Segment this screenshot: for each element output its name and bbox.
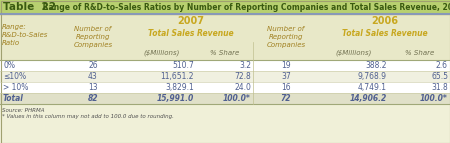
Text: 3.2: 3.2 (239, 61, 251, 70)
Text: * Values in this column may not add to 100.0 due to rounding.: * Values in this column may not add to 1… (2, 114, 174, 119)
Text: 11,651.2: 11,651.2 (161, 72, 194, 81)
Text: 19: 19 (281, 61, 291, 70)
Text: Source: PHRMA: Source: PHRMA (2, 108, 45, 113)
Text: 3,829.1: 3,829.1 (165, 83, 194, 92)
Text: 65.5: 65.5 (431, 72, 448, 81)
Text: Table  22: Table 22 (3, 2, 56, 12)
Text: 14,906.2: 14,906.2 (350, 94, 387, 103)
Text: 31.8: 31.8 (431, 83, 448, 92)
Text: 72: 72 (281, 94, 291, 103)
Text: % Share: % Share (405, 50, 434, 56)
Text: 26: 26 (88, 61, 98, 70)
Text: 16: 16 (281, 83, 291, 92)
Text: 13: 13 (88, 83, 98, 92)
Text: 43: 43 (88, 72, 98, 81)
Text: 15,991.0: 15,991.0 (157, 94, 194, 103)
Text: Number of
Reporting
Companies: Number of Reporting Companies (266, 26, 306, 48)
Text: ≤10%: ≤10% (3, 72, 26, 81)
Text: 2.6: 2.6 (436, 61, 448, 70)
Text: 100.0*: 100.0* (420, 94, 448, 103)
Text: 37: 37 (281, 72, 291, 81)
Text: 72.8: 72.8 (234, 72, 251, 81)
Bar (0, 82, 450, 93)
Text: 24.0: 24.0 (234, 83, 251, 92)
Text: ($Millions): ($Millions) (144, 50, 180, 56)
Bar (0, 93, 450, 104)
Text: Total: Total (3, 94, 24, 103)
Text: 510.7: 510.7 (172, 61, 194, 70)
Text: > 10%: > 10% (3, 83, 28, 92)
Bar (0, 0, 450, 14)
Bar (0, 14, 450, 60)
Text: Range of R&D-to-Sales Ratios by Number of Reporting Companies and Total Sales Re: Range of R&D-to-Sales Ratios by Number o… (40, 2, 450, 11)
Text: 4,749.1: 4,749.1 (358, 83, 387, 92)
Text: % Share: % Share (210, 50, 239, 56)
Text: ($Millions): ($Millions) (336, 50, 372, 56)
Text: 388.2: 388.2 (365, 61, 387, 70)
Text: Range:
R&D-to-Sales
Ratio: Range: R&D-to-Sales Ratio (2, 24, 49, 46)
Text: 82: 82 (88, 94, 98, 103)
Text: 9,768.9: 9,768.9 (358, 72, 387, 81)
Bar (0, 60, 450, 71)
Text: Number of
Reporting
Companies: Number of Reporting Companies (73, 26, 112, 48)
Text: 2006: 2006 (371, 16, 398, 26)
Text: 0%: 0% (3, 61, 15, 70)
Text: 100.0*: 100.0* (223, 94, 251, 103)
Text: 2007: 2007 (177, 16, 204, 26)
Bar (0, 71, 450, 82)
Text: Total Sales Revenue: Total Sales Revenue (148, 28, 233, 37)
Text: Total Sales Revenue: Total Sales Revenue (342, 28, 428, 37)
